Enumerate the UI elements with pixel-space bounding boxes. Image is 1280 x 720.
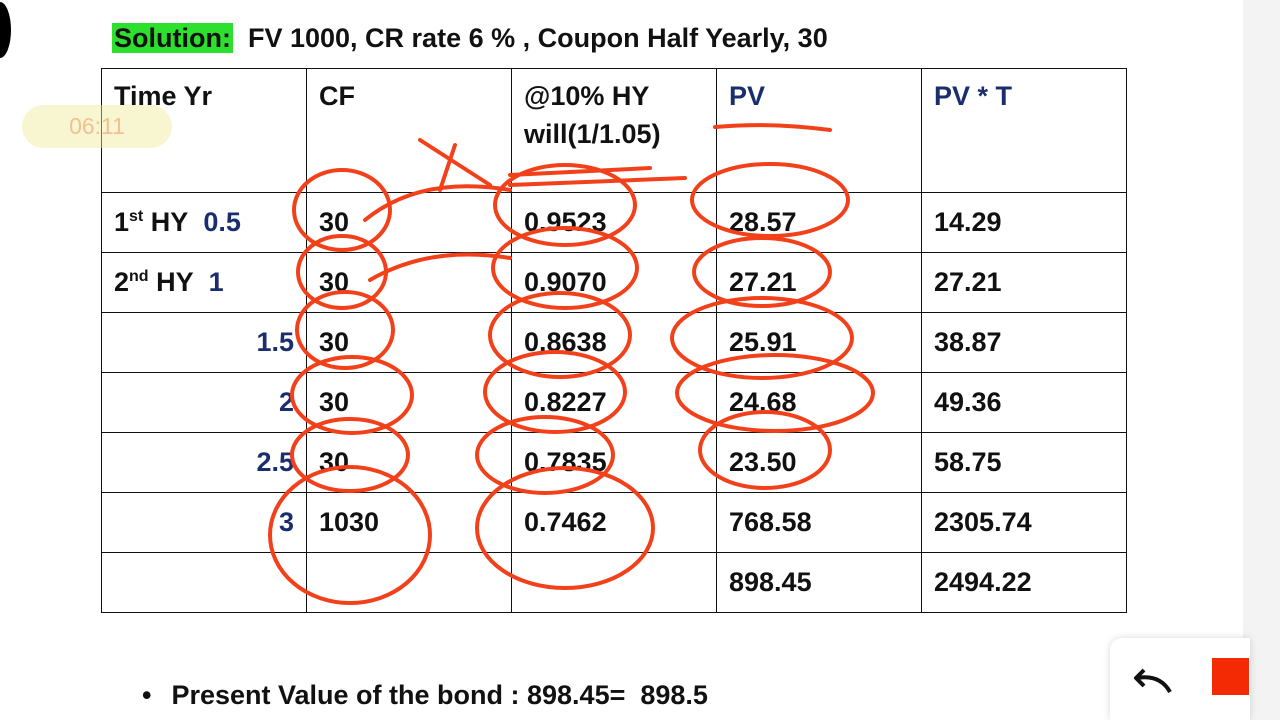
cell <box>101 552 307 613</box>
row: 2.5 30 0.7835 23.50 58.75 <box>101 432 1127 493</box>
totals-row: 898.45 2494.22 <box>101 552 1127 613</box>
timer: 06:11 <box>22 105 172 148</box>
ordinal: 1 <box>114 207 130 237</box>
cell: 0.7462 <box>511 492 717 553</box>
solution-label: Solution: <box>112 23 233 53</box>
total-cell: 898.45 <box>716 552 922 613</box>
cell: 0.9523 <box>511 192 717 253</box>
cell: 30 <box>306 252 512 313</box>
time-cell: 1st HY 0.5 <box>101 192 307 253</box>
time: 1 <box>208 267 224 297</box>
header-line: CF <box>319 81 355 111</box>
bond-table: Time Yr CF @10% HY will(1/1.05) PV PV * T 1st … <box>101 68 1127 613</box>
cell: 0.8227 <box>511 372 717 433</box>
cell: 30 <box>306 312 512 373</box>
cell: 27.21 <box>921 252 1127 313</box>
header-cell: PV <box>716 68 922 193</box>
row: 2 30 0.8227 24.68 49.36 <box>101 372 1127 433</box>
cell: 38.87 <box>921 312 1127 373</box>
total-cell: 2494.22 <box>921 552 1127 613</box>
time: 2 <box>278 387 294 417</box>
header-line: PV <box>729 81 766 111</box>
ordinal-suffix: nd <box>129 268 149 285</box>
time: 3 <box>278 507 294 537</box>
cell: 30 <box>306 372 512 433</box>
time-cell: 3 <box>101 492 307 553</box>
cell: 24.68 <box>716 372 922 433</box>
cell: 1030 <box>306 492 512 553</box>
time-cell: 1.5 <box>101 312 307 373</box>
title-text: FV 1000, CR rate 6 % , Coupon Half Yearl… <box>247 23 828 53</box>
cell: 49.36 <box>921 372 1127 433</box>
cell: 14.29 <box>921 192 1127 253</box>
row: 1st HY 0.5 30 0.9523 28.57 14.29 <box>101 192 1127 253</box>
time: 2.5 <box>256 447 294 477</box>
header-cell: CF <box>306 68 512 193</box>
header-line: PV * T <box>934 81 1013 111</box>
cell: 27.21 <box>716 252 922 313</box>
ordinal: 2 <box>114 267 130 297</box>
cell: 0.8638 <box>511 312 717 373</box>
cell: 768.58 <box>716 492 922 553</box>
bullet-point: Present Value of the bond : 898.45= 898.… <box>142 680 707 711</box>
row: 1.5 30 0.8638 25.91 38.87 <box>101 312 1127 373</box>
row: 3 1030 0.7462 768.58 2305.74 <box>101 492 1127 553</box>
header-line: will(1/1.05) <box>524 119 661 149</box>
cell: 28.57 <box>716 192 922 253</box>
time-cell: 2 <box>101 372 307 433</box>
cell: 0.9070 <box>511 252 717 313</box>
side-strip <box>1243 0 1280 720</box>
unit: HY <box>150 207 189 237</box>
cell: 0.7835 <box>511 432 717 493</box>
unit: HY <box>156 267 194 297</box>
cell: 58.75 <box>921 432 1127 493</box>
ordinal-suffix: st <box>129 208 144 225</box>
stop-button[interactable] <box>1212 658 1249 695</box>
undo-button[interactable] <box>1132 662 1176 696</box>
row: 2nd HY 1 30 0.9070 27.21 27.21 <box>101 252 1127 313</box>
time-cell: 2nd HY 1 <box>101 252 307 313</box>
cell: 23.50 <box>716 432 922 493</box>
header-line: Time Yr <box>114 81 213 111</box>
time: 0.5 <box>203 207 241 237</box>
cell: 2305.74 <box>921 492 1127 553</box>
time: 1.5 <box>256 327 294 357</box>
cell: 30 <box>306 432 512 493</box>
cell: 30 <box>306 192 512 253</box>
cell: 25.91 <box>716 312 922 373</box>
cell <box>306 552 512 613</box>
time-cell: 2.5 <box>101 432 307 493</box>
controls <box>1110 638 1250 720</box>
header-cell: PV * T <box>921 68 1127 193</box>
cell <box>511 552 717 613</box>
header-line: @10% HY <box>524 81 650 111</box>
header-cell: @10% HY will(1/1.05) <box>511 68 717 193</box>
header-cell: Time Yr <box>101 68 307 193</box>
corner-shape <box>0 2 11 58</box>
title: Solution: FV 1000, CR rate 6 % , Coupon … <box>112 18 828 58</box>
header-row: Time Yr CF @10% HY will(1/1.05) PV PV * T <box>101 68 1127 193</box>
